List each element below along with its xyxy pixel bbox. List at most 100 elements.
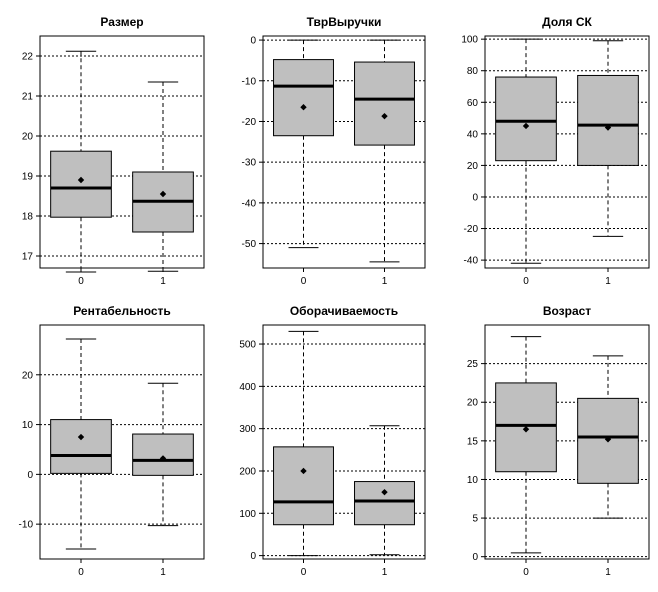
y-tick-label: 17: [22, 252, 34, 263]
box-1: [577, 40, 639, 237]
y-tick-label: 300: [239, 424, 256, 435]
y-tick-label: 0: [472, 552, 478, 563]
plot-frame: [262, 35, 426, 269]
y-tick-label: 40: [467, 129, 479, 140]
mean-marker: [159, 190, 167, 198]
x-tick-label: 1: [605, 276, 611, 287]
y-tick-label: -50: [242, 239, 257, 250]
mean-marker: [159, 455, 167, 462]
y-tick-label: -40: [464, 256, 479, 267]
iqr-box: [50, 150, 112, 218]
mean-marker: [522, 426, 530, 433]
mean-marker: [604, 124, 612, 131]
x-tick-label: 0: [523, 276, 529, 287]
y-tick-label: 100: [461, 35, 478, 46]
iqr-box: [577, 74, 639, 166]
x-tick-label: 0: [523, 567, 529, 578]
y-tick-label: 18: [22, 212, 34, 223]
x-tick-label: 0: [78, 276, 84, 287]
panel-3: Рентабельность 20 10 0 -10 0 1: [19, 304, 205, 578]
iqr-box: [273, 446, 334, 526]
panel-0: Размер 17 18 19 20 21 22 0 1: [22, 15, 205, 287]
x-tick-label: 0: [78, 567, 84, 578]
panel-2: Доля СК 100 80 60 40 20 0 -20 -40 0 1: [461, 15, 650, 287]
chart-title: ТврВыручки: [307, 15, 382, 29]
y-tick-label: 100: [239, 509, 256, 520]
y-tick-label: 20: [467, 161, 479, 172]
y-tick-label: 500: [239, 340, 256, 351]
x-tick-label: 1: [605, 567, 611, 578]
mean-marker: [604, 436, 612, 443]
y-tick-label: 21: [22, 92, 34, 103]
iqr-box: [354, 481, 415, 526]
iqr-box: [354, 61, 415, 146]
mean-marker: [77, 433, 85, 441]
y-tick-label: 5: [472, 514, 478, 525]
y-tick-label: 25: [467, 359, 479, 370]
box-0: [50, 338, 112, 550]
y-tick-label: 400: [239, 382, 256, 393]
y-tick-label: 200: [239, 466, 256, 477]
iqr-box: [50, 419, 112, 474]
y-tick-label: 60: [467, 98, 479, 109]
plot-frame: [484, 324, 650, 560]
plot-frame: [39, 35, 205, 269]
iqr-box: [132, 433, 194, 476]
box-1: [577, 355, 639, 519]
y-tick-label: 80: [467, 66, 479, 77]
x-tick-label: 1: [382, 276, 388, 287]
box-0: [273, 330, 334, 557]
y-tick-label: 20: [22, 370, 34, 381]
box-0: [273, 39, 334, 249]
iqr-box: [495, 76, 557, 162]
y-tick-label: 0: [250, 36, 256, 47]
y-tick-label: -30: [242, 158, 257, 169]
y-tick-label: 0: [27, 470, 33, 481]
y-tick-label: 10: [22, 420, 34, 431]
mean-marker: [300, 467, 307, 475]
y-tick-label: -20: [242, 117, 257, 128]
panel-5: Возраст 25 20 15 10 5 0 0 1: [467, 304, 650, 578]
iqr-box: [273, 59, 334, 137]
x-tick-label: 1: [160, 276, 166, 287]
y-tick-label: 20: [467, 398, 479, 409]
y-tick-label: -10: [19, 520, 34, 531]
plot-frame: [262, 324, 426, 560]
x-tick-label: 1: [160, 567, 166, 578]
mean-marker: [77, 176, 85, 184]
y-tick-label: -20: [464, 224, 479, 235]
box-1: [132, 382, 194, 527]
y-tick-label: -40: [242, 198, 257, 209]
x-tick-label: 1: [382, 567, 388, 578]
mean-marker: [381, 112, 388, 120]
chart-title: Возраст: [543, 304, 591, 318]
chart-title: Рентабельность: [73, 304, 171, 318]
panel-4: Оборачиваемость 500 400 300 200 100 0 0 1: [239, 304, 426, 578]
box-0: [495, 336, 557, 554]
y-tick-label: 0: [472, 192, 478, 203]
y-tick-label: 0: [250, 551, 256, 562]
chart-title: Оборачиваемость: [290, 304, 398, 318]
chart-title: Размер: [100, 15, 143, 29]
box-0: [50, 50, 112, 273]
box-0: [495, 38, 557, 264]
panel-1: ТврВыручки 0 -10 -20 -30 -40 -50 0 1: [242, 15, 426, 287]
box-1: [354, 425, 415, 556]
y-tick-label: 15: [467, 436, 479, 447]
y-tick-label: 22: [22, 52, 34, 63]
mean-marker: [381, 488, 388, 496]
mean-marker: [522, 122, 530, 130]
y-tick-label: 19: [22, 172, 34, 183]
box-1: [132, 81, 194, 272]
x-tick-label: 0: [301, 567, 307, 578]
y-tick-label: 20: [22, 132, 34, 143]
plot-frame: [484, 35, 650, 269]
y-tick-label: -10: [242, 76, 257, 87]
mean-marker: [300, 104, 307, 111]
x-tick-label: 0: [301, 276, 307, 287]
box-1: [354, 39, 415, 263]
plot-frame: [39, 324, 205, 560]
chart-title: Доля СК: [542, 15, 592, 29]
